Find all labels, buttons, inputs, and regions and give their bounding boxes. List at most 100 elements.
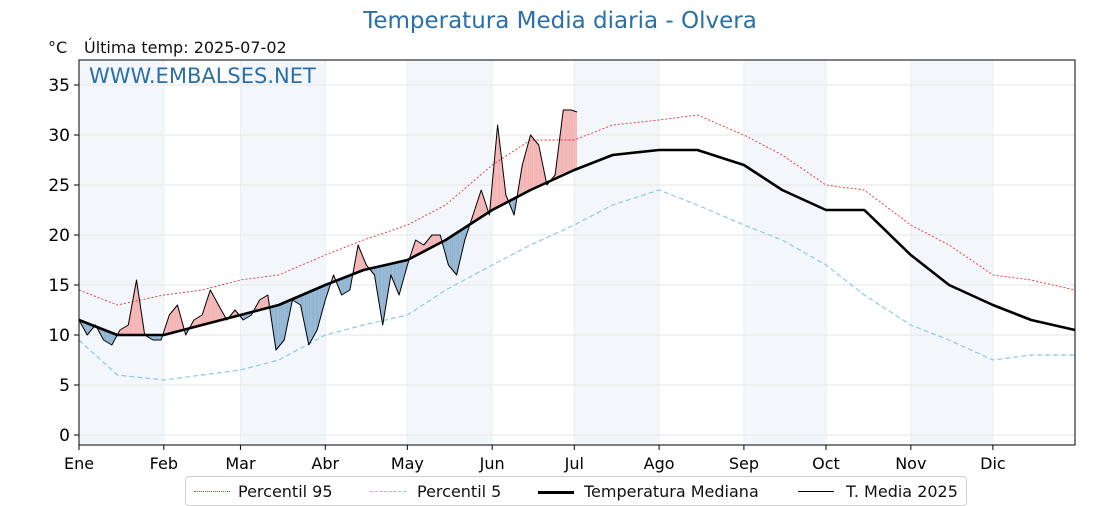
fill-above-median	[358, 245, 360, 273]
fill-below-median	[274, 305, 277, 350]
fill-above-median	[425, 241, 427, 251]
x-tick-label: Oct	[812, 454, 840, 473]
fill-above-median	[436, 235, 438, 245]
y-tick-label: 5	[59, 376, 70, 396]
fill-above-median	[522, 160, 524, 195]
fill-below-median	[348, 275, 350, 291]
fill-below-median	[88, 323, 90, 334]
fill-above-median	[125, 325, 127, 335]
fill-above-median	[481, 190, 483, 218]
fill-above-median	[497, 125, 500, 208]
fill-above-median	[434, 235, 437, 246]
fill-above-median	[482, 194, 484, 217]
fill-above-median	[120, 329, 122, 335]
fill-below-median	[288, 300, 290, 320]
fill-below-median	[297, 296, 300, 305]
x-tick-label: May	[391, 454, 424, 473]
fill-above-median	[431, 235, 434, 248]
fill-above-median	[176, 305, 178, 332]
fill-above-median	[419, 242, 422, 254]
fill-above-median	[529, 135, 531, 191]
fill-above-median	[572, 110, 574, 171]
fill-above-median	[137, 289, 140, 335]
fill-below-median	[341, 278, 344, 295]
fill-below-median	[397, 261, 400, 295]
legend-swatch-current	[798, 491, 834, 492]
x-tick-label: Jul	[564, 454, 584, 473]
fill-above-median	[560, 120, 562, 177]
fill-above-median	[427, 238, 430, 250]
fill-below-median	[455, 232, 457, 275]
fill-below-median	[401, 260, 404, 285]
fill-below-median	[399, 261, 401, 295]
fill-below-median	[312, 289, 315, 338]
fill-below-median	[104, 330, 107, 342]
fill-below-median	[326, 283, 328, 296]
y-tick-label: 30	[48, 126, 70, 146]
fill-below-median	[87, 323, 89, 335]
fill-below-median	[375, 266, 378, 292]
fill-above-median	[266, 295, 268, 309]
fill-below-median	[307, 292, 309, 345]
chart-title: Temperatura Media diaria - Olvera	[363, 8, 757, 34]
fill-above-median	[563, 110, 565, 175]
y-tick-label: 35	[48, 76, 70, 96]
fill-above-median	[360, 251, 363, 272]
fill-below-median	[512, 198, 515, 215]
x-tick-label: Ene	[64, 454, 94, 473]
y-tick-label: 15	[48, 276, 70, 296]
y-tick-label: 25	[48, 176, 70, 196]
fill-above-median	[535, 141, 538, 188]
fill-above-median	[499, 136, 501, 207]
fill-above-median	[200, 315, 203, 326]
fill-above-median	[568, 110, 571, 173]
fill-above-median	[206, 298, 208, 324]
fill-above-median	[204, 302, 207, 325]
fill-below-median	[109, 331, 111, 345]
fill-above-median	[177, 305, 179, 332]
fill-above-median	[265, 295, 267, 309]
fill-below-median	[110, 332, 112, 345]
fill-above-median	[416, 240, 419, 255]
month-band	[743, 60, 826, 445]
fill-below-median	[381, 265, 383, 325]
fill-above-median	[133, 287, 136, 335]
fill-above-median	[219, 307, 222, 321]
fill-above-median	[174, 306, 177, 333]
fill-below-median	[447, 238, 449, 265]
fill-above-median	[523, 155, 526, 194]
fill-above-median	[533, 138, 535, 189]
fill-below-median	[106, 330, 108, 343]
fill-above-median	[214, 297, 216, 322]
fill-below-median	[390, 263, 393, 279]
legend-swatch-p5	[370, 491, 406, 492]
fill-below-median	[85, 322, 88, 335]
fill-above-median	[576, 111, 577, 170]
fill-below-median	[321, 286, 323, 315]
fill-above-median	[418, 241, 420, 255]
fill-above-median	[124, 326, 126, 335]
fill-below-median	[343, 277, 345, 295]
fill-above-median	[217, 302, 219, 322]
y-tick-label: 20	[48, 226, 70, 246]
fill-below-median	[284, 302, 286, 340]
series-line-median	[78, 148, 1076, 337]
fill-above-median	[415, 240, 417, 256]
fill-above-median	[426, 240, 428, 250]
fill-above-median	[170, 311, 173, 334]
fill-below-median	[393, 262, 396, 285]
fill-above-median	[540, 151, 542, 186]
fill-below-median	[318, 287, 320, 325]
fill-above-median	[422, 244, 424, 253]
fill-below-median	[448, 237, 450, 267]
month-band	[240, 60, 326, 445]
fill-above-median	[421, 243, 423, 253]
legend-label-p95: Percentil 95	[238, 482, 333, 501]
series-line-percentil-5	[78, 189, 1075, 381]
fill-below-median	[404, 260, 406, 275]
legend: Percentil 95 Percentil 5 Temperatura Med…	[185, 476, 967, 506]
fill-above-median	[564, 110, 567, 175]
fill-above-median	[359, 248, 361, 272]
fill-above-median	[437, 235, 439, 245]
fill-below-median	[304, 293, 307, 332]
